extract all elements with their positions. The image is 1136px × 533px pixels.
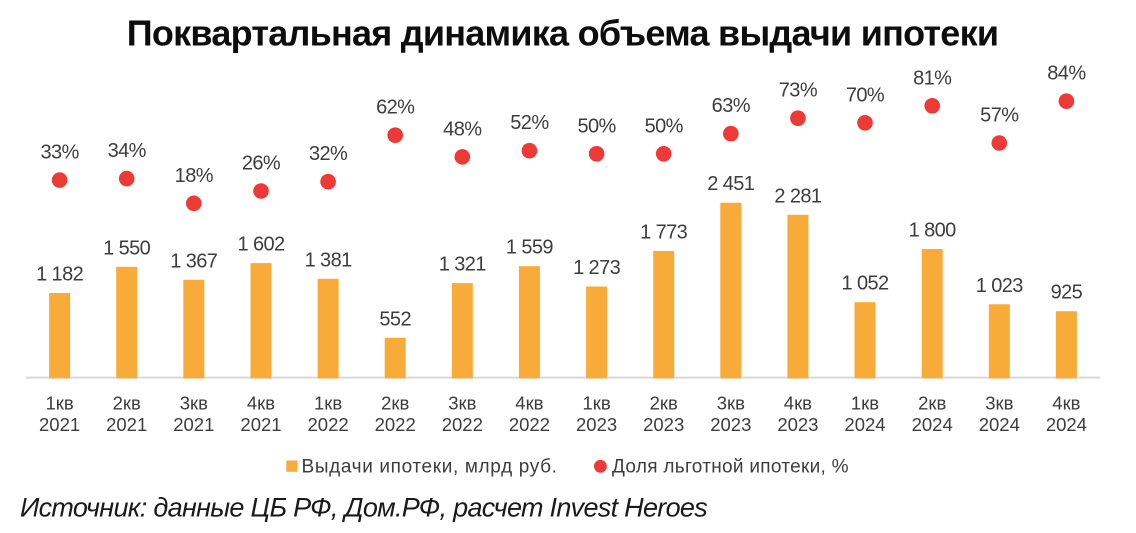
svg-text:2022: 2022 bbox=[442, 414, 483, 435]
svg-text:32%: 32% bbox=[309, 143, 348, 165]
svg-text:3кв: 3кв bbox=[985, 392, 1013, 413]
svg-text:3кв: 3кв bbox=[448, 392, 476, 413]
svg-text:33%: 33% bbox=[40, 142, 79, 164]
svg-text:52%: 52% bbox=[510, 112, 549, 134]
svg-text:Источник: данные ЦБ РФ, Дом.РФ: Источник: данные ЦБ РФ, Дом.РФ, расчет I… bbox=[20, 493, 707, 523]
svg-text:1кв: 1кв bbox=[582, 392, 610, 413]
svg-text:2021: 2021 bbox=[106, 414, 147, 435]
svg-text:2 451: 2 451 bbox=[707, 173, 755, 195]
svg-text:34%: 34% bbox=[108, 140, 147, 162]
svg-text:50%: 50% bbox=[645, 115, 684, 137]
svg-text:2023: 2023 bbox=[576, 414, 617, 435]
svg-text:4кв: 4кв bbox=[1052, 392, 1080, 413]
svg-text:2кв: 2кв bbox=[650, 392, 678, 413]
svg-text:552: 552 bbox=[379, 308, 411, 330]
svg-text:81%: 81% bbox=[913, 67, 952, 89]
svg-text:1 273: 1 273 bbox=[573, 257, 621, 279]
svg-text:18%: 18% bbox=[175, 165, 214, 187]
svg-text:48%: 48% bbox=[443, 118, 482, 140]
svg-text:1 602: 1 602 bbox=[237, 234, 285, 256]
svg-text:2022: 2022 bbox=[375, 414, 416, 435]
svg-text:Поквартальная динамика объема: Поквартальная динамика объема выдачи ипо… bbox=[127, 13, 998, 54]
svg-text:2024: 2024 bbox=[912, 414, 953, 435]
svg-text:3кв: 3кв bbox=[180, 392, 208, 413]
svg-text:2кв: 2кв bbox=[381, 392, 409, 413]
svg-text:2кв: 2кв bbox=[113, 392, 141, 413]
svg-text:1кв: 1кв bbox=[45, 392, 73, 413]
svg-text:2022: 2022 bbox=[308, 414, 349, 435]
svg-text:1кв: 1кв bbox=[851, 392, 879, 413]
svg-text:2021: 2021 bbox=[240, 414, 281, 435]
svg-text:70%: 70% bbox=[846, 84, 885, 106]
svg-text:2022: 2022 bbox=[509, 414, 550, 435]
svg-text:3кв: 3кв bbox=[717, 392, 745, 413]
svg-text:1 023: 1 023 bbox=[976, 275, 1024, 297]
svg-text:4кв: 4кв bbox=[247, 392, 275, 413]
svg-text:2 281: 2 281 bbox=[774, 185, 822, 207]
svg-text:73%: 73% bbox=[779, 80, 818, 102]
svg-text:2021: 2021 bbox=[173, 414, 214, 435]
svg-text:1 321: 1 321 bbox=[439, 254, 487, 276]
svg-text:2024: 2024 bbox=[1046, 414, 1087, 435]
svg-text:1 182: 1 182 bbox=[36, 264, 84, 286]
svg-text:4кв: 4кв bbox=[784, 392, 812, 413]
svg-text:1кв: 1кв bbox=[314, 392, 342, 413]
svg-text:4кв: 4кв bbox=[515, 392, 543, 413]
svg-text:2023: 2023 bbox=[777, 414, 818, 435]
svg-text:2кв: 2кв bbox=[918, 392, 946, 413]
svg-text:2023: 2023 bbox=[710, 414, 751, 435]
svg-text:1 800: 1 800 bbox=[909, 220, 957, 242]
svg-text:2024: 2024 bbox=[844, 414, 885, 435]
svg-text:925: 925 bbox=[1051, 282, 1083, 304]
svg-text:2023: 2023 bbox=[643, 414, 684, 435]
svg-text:57%: 57% bbox=[980, 105, 1019, 127]
svg-text:63%: 63% bbox=[712, 95, 751, 117]
svg-text:2024: 2024 bbox=[979, 414, 1020, 435]
svg-text:84%: 84% bbox=[1047, 63, 1086, 85]
svg-text:62%: 62% bbox=[376, 97, 415, 119]
svg-text:1 367: 1 367 bbox=[170, 250, 218, 272]
svg-text:Доля льготной ипотеки, %: Доля льготной ипотеки, % bbox=[612, 457, 849, 478]
svg-text:1 381: 1 381 bbox=[305, 249, 353, 271]
svg-text:2021: 2021 bbox=[39, 414, 80, 435]
svg-text:26%: 26% bbox=[242, 153, 281, 175]
svg-text:1 773: 1 773 bbox=[640, 221, 688, 243]
svg-text:1 052: 1 052 bbox=[841, 273, 889, 295]
svg-text:50%: 50% bbox=[577, 115, 616, 137]
svg-text:Выдачи ипотеки, млрд руб.: Выдачи ипотеки, млрд руб. bbox=[302, 457, 558, 478]
svg-text:1 550: 1 550 bbox=[103, 237, 151, 259]
svg-text:1 559: 1 559 bbox=[506, 237, 554, 259]
